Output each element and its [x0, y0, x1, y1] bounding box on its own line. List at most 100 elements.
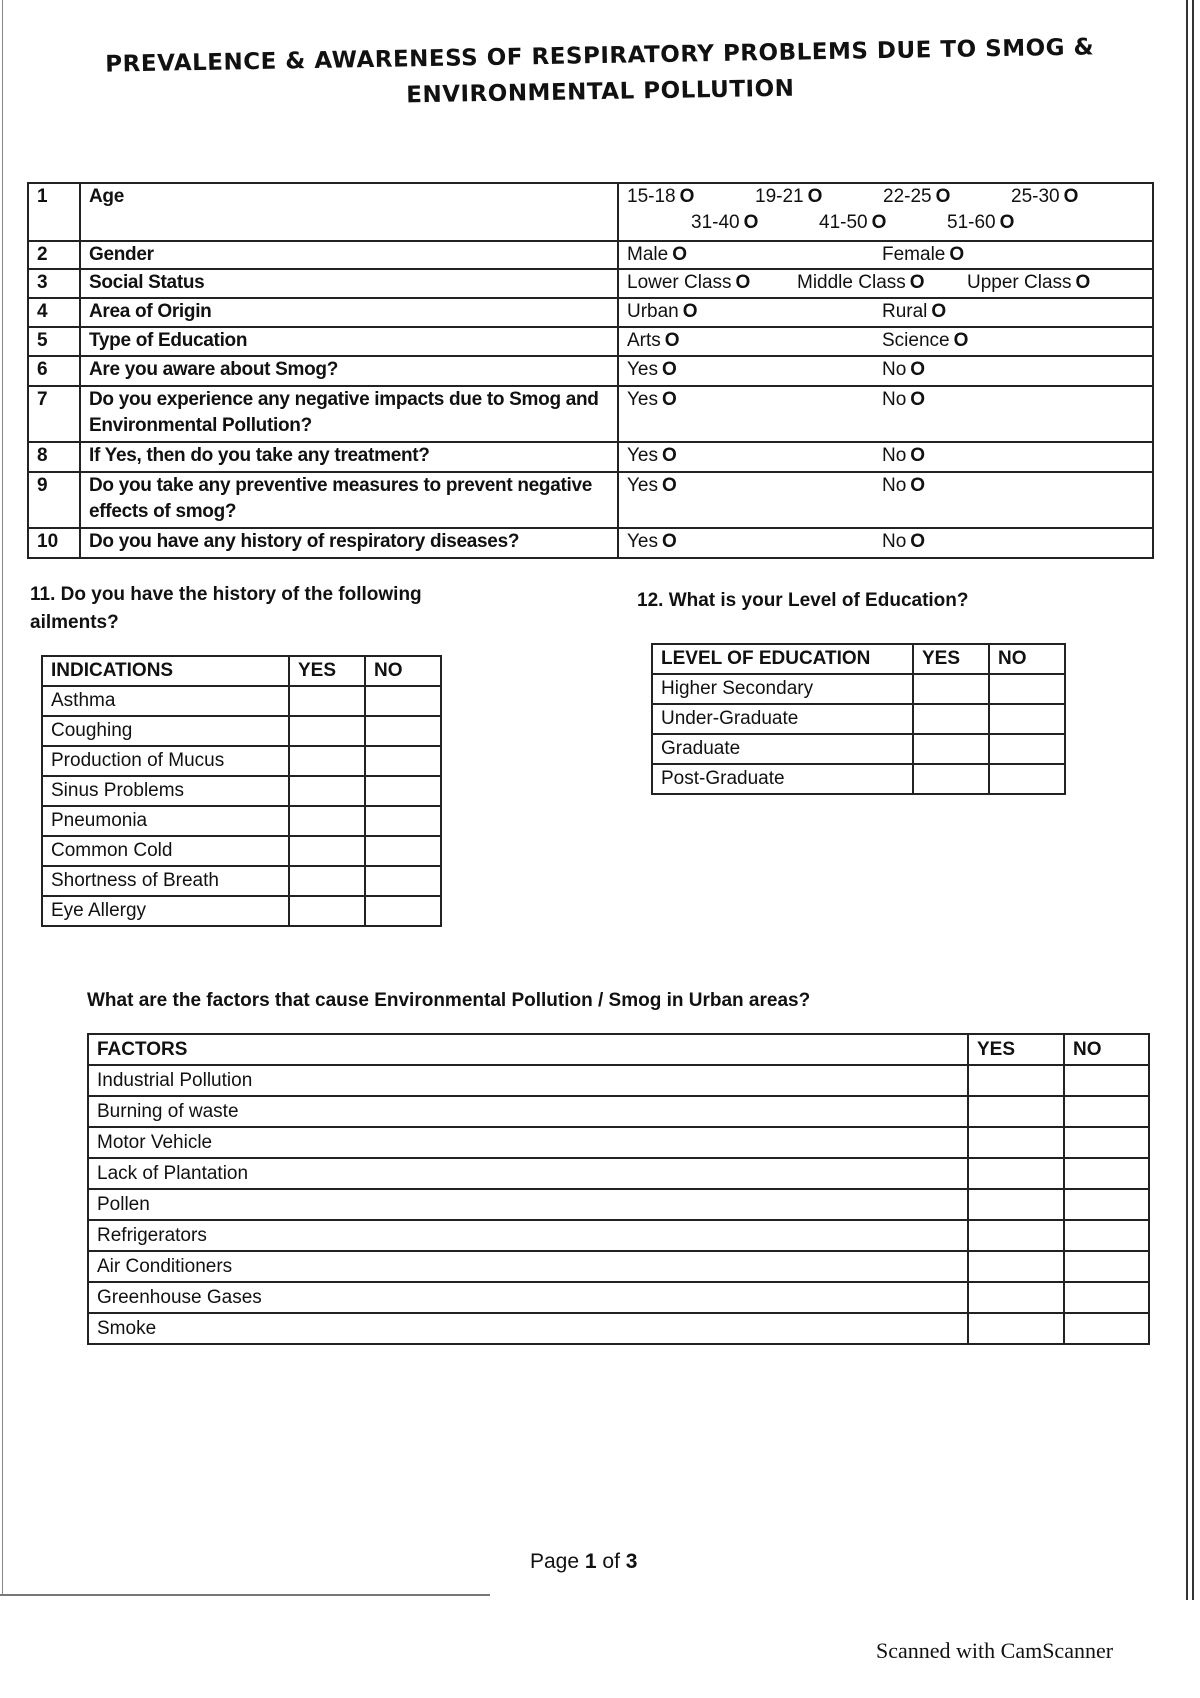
option-yes[interactable]: Yes O — [627, 473, 882, 499]
yes-checkbox-cell[interactable] — [288, 835, 366, 867]
no-checkbox-cell[interactable] — [1063, 1095, 1150, 1128]
option-no[interactable]: No O — [882, 357, 1137, 383]
yes-checkbox-cell[interactable] — [967, 1219, 1065, 1252]
yes-checkbox-cell[interactable] — [288, 895, 366, 927]
option-male[interactable]: Male O — [627, 242, 882, 268]
option-lower-class[interactable]: Lower Class O — [627, 270, 797, 296]
radio-circle-icon[interactable]: O — [931, 301, 947, 322]
radio-circle-icon[interactable]: O — [953, 330, 969, 351]
option-urban[interactable]: Urban O — [627, 299, 882, 325]
radio-circle-icon[interactable]: O — [743, 212, 759, 233]
no-checkbox-cell[interactable] — [364, 835, 442, 867]
radio-circle-icon[interactable]: O — [909, 272, 925, 293]
radio-circle-icon[interactable]: O — [871, 212, 887, 233]
radio-circle-icon[interactable]: O — [662, 531, 677, 552]
yes-checkbox-cell[interactable] — [967, 1095, 1065, 1128]
option-31-40[interactable]: 31-40 O — [691, 210, 819, 236]
option-no[interactable]: No O — [882, 473, 1137, 499]
radio-circle-icon[interactable]: O — [664, 330, 680, 351]
yes-checkbox-cell[interactable] — [288, 775, 366, 807]
no-checkbox-cell[interactable] — [364, 805, 442, 837]
option-25-30[interactable]: 25-30 O — [1011, 184, 1139, 210]
no-checkbox-cell[interactable] — [988, 673, 1066, 705]
radio-circle-icon[interactable]: O — [662, 389, 677, 410]
no-checkbox-cell[interactable] — [1063, 1250, 1150, 1283]
radio-circle-icon[interactable]: O — [935, 186, 951, 207]
no-checkbox-cell[interactable] — [364, 715, 442, 747]
radio-circle-icon[interactable]: O — [662, 475, 677, 496]
yes-checkbox-cell[interactable] — [288, 715, 366, 747]
option-female[interactable]: Female O — [882, 242, 1137, 268]
option-yes[interactable]: Yes O — [627, 529, 882, 555]
option-15-18[interactable]: 15-18 O — [627, 184, 755, 210]
radio-circle-icon[interactable]: O — [910, 445, 926, 466]
option-arts[interactable]: Arts O — [627, 328, 882, 354]
no-checkbox-cell[interactable] — [364, 865, 442, 897]
yes-checkbox-cell[interactable] — [967, 1126, 1065, 1159]
radio-circle-icon[interactable]: O — [910, 389, 926, 410]
radio-circle-icon[interactable]: O — [735, 272, 751, 293]
question-number: 4 — [27, 297, 81, 328]
option-no[interactable]: No O — [882, 443, 1137, 469]
radio-circle-icon[interactable]: O — [672, 244, 687, 265]
option-yes[interactable]: Yes O — [627, 443, 882, 469]
no-checkbox-cell[interactable] — [988, 703, 1066, 735]
option-science[interactable]: Science O — [882, 328, 1137, 354]
no-checkbox-cell[interactable] — [364, 685, 442, 717]
table-row: Coughing — [41, 715, 442, 747]
no-checkbox-cell[interactable] — [1063, 1188, 1150, 1221]
option-yes[interactable]: Yes O — [627, 357, 882, 383]
no-checkbox-cell[interactable] — [1063, 1064, 1150, 1097]
radio-circle-icon[interactable]: O — [910, 475, 926, 496]
no-checkbox-cell[interactable] — [364, 745, 442, 777]
no-checkbox-cell[interactable] — [1063, 1126, 1150, 1159]
no-checkbox-cell[interactable] — [1063, 1219, 1150, 1252]
radio-circle-icon[interactable]: O — [679, 186, 695, 207]
yes-checkbox-cell[interactable] — [967, 1250, 1065, 1283]
no-checkbox-cell[interactable] — [1063, 1157, 1150, 1190]
yes-checkbox-cell[interactable] — [912, 673, 990, 705]
no-checkbox-cell[interactable] — [364, 775, 442, 807]
radio-circle-icon[interactable]: O — [1063, 186, 1079, 207]
options-group: Yes O No O — [627, 529, 1144, 555]
option-rural[interactable]: Rural O — [882, 299, 1137, 325]
radio-circle-icon[interactable]: O — [910, 359, 926, 380]
yes-checkbox-cell[interactable] — [288, 745, 366, 777]
yes-checkbox-cell[interactable] — [912, 703, 990, 735]
yes-checkbox-cell[interactable] — [288, 865, 366, 897]
radio-circle-icon[interactable]: O — [662, 359, 677, 380]
no-checkbox-cell[interactable] — [988, 763, 1066, 795]
radio-circle-icon[interactable]: O — [949, 244, 965, 265]
option-41-50[interactable]: 41-50 O — [819, 210, 947, 236]
radio-circle-icon[interactable]: O — [910, 531, 926, 552]
option-22-25[interactable]: 22-25 O — [883, 184, 1011, 210]
option-middle-class[interactable]: Middle Class O — [797, 270, 967, 296]
option-upper-class[interactable]: Upper Class O — [967, 270, 1137, 296]
radio-circle-icon[interactable]: O — [999, 212, 1015, 233]
options-group: Male O Female O — [627, 242, 1144, 268]
radio-circle-icon[interactable]: O — [682, 301, 698, 322]
option-yes[interactable]: Yes O — [627, 387, 882, 413]
option-19-21[interactable]: 19-21 O — [755, 184, 883, 210]
yes-checkbox-cell[interactable] — [967, 1188, 1065, 1221]
no-checkbox-cell[interactable] — [1063, 1281, 1150, 1314]
question-row: 10 Do you have any history of respiratory… — [27, 527, 1154, 559]
radio-circle-icon[interactable]: O — [1075, 272, 1091, 293]
no-checkbox-cell[interactable] — [364, 895, 442, 927]
no-checkbox-cell[interactable] — [988, 733, 1066, 765]
yes-checkbox-cell[interactable] — [967, 1064, 1065, 1097]
option-no[interactable]: No O — [882, 529, 1137, 555]
yes-checkbox-cell[interactable] — [912, 763, 990, 795]
yes-checkbox-cell[interactable] — [967, 1157, 1065, 1190]
no-checkbox-cell[interactable] — [1063, 1312, 1150, 1345]
yes-checkbox-cell[interactable] — [967, 1312, 1065, 1345]
radio-circle-icon[interactable]: O — [662, 445, 677, 466]
question-text: Type of Education — [79, 326, 619, 357]
option-no[interactable]: No O — [882, 387, 1137, 413]
option-51-60[interactable]: 51-60 O — [947, 210, 1075, 236]
yes-checkbox-cell[interactable] — [912, 733, 990, 765]
yes-checkbox-cell[interactable] — [288, 805, 366, 837]
yes-checkbox-cell[interactable] — [967, 1281, 1065, 1314]
radio-circle-icon[interactable]: O — [807, 186, 823, 207]
yes-checkbox-cell[interactable] — [288, 685, 366, 717]
